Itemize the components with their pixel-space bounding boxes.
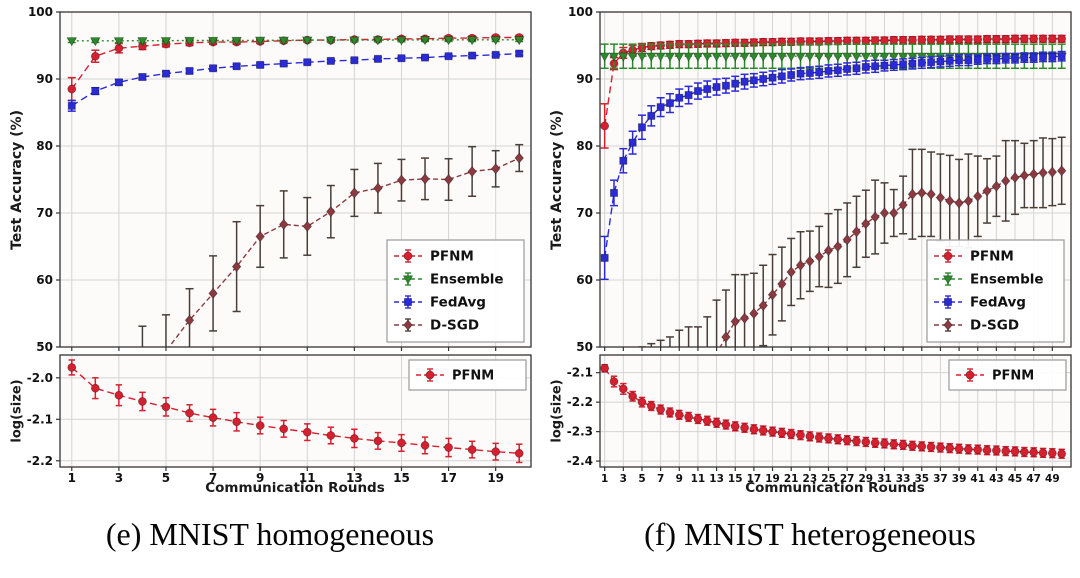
svg-text:17: 17 — [440, 471, 457, 485]
svg-text:5: 5 — [162, 471, 170, 485]
mnist-homogeneous-chart: 50 60 70 80 90 100 PFNM Ensemble FedAvg D-SGD -2.0… — [27, 5, 532, 485]
svg-text:35: 35 — [914, 473, 929, 485]
svg-text:37: 37 — [933, 473, 948, 485]
svg-text:-2.0: -2.0 — [27, 371, 53, 385]
x-axis-label: Communication Rounds — [205, 480, 385, 496]
subfigure-caption-e: (e) MNIST homogeneous — [105, 516, 435, 552]
svg-text:50: 50 — [36, 340, 53, 354]
svg-text:31: 31 — [877, 473, 892, 485]
svg-text:60: 60 — [576, 273, 593, 287]
svg-text:80: 80 — [576, 139, 593, 153]
svg-text:PFNM: PFNM — [970, 249, 1014, 265]
svg-text:100: 100 — [568, 5, 593, 19]
svg-text:80: 80 — [36, 139, 53, 153]
svg-text:100: 100 — [28, 5, 53, 19]
svg-text:50: 50 — [576, 340, 593, 354]
svg-text:45: 45 — [1008, 473, 1023, 485]
svg-text:21: 21 — [784, 473, 799, 485]
y-axis-label-size: log(size) — [549, 379, 565, 443]
svg-text:11: 11 — [299, 471, 316, 485]
svg-text:33: 33 — [896, 473, 911, 485]
svg-text:-2.4: -2.4 — [567, 454, 593, 468]
x-axis-label: Communication Rounds — [745, 480, 925, 496]
svg-text:47: 47 — [1026, 473, 1041, 485]
svg-text:-2.1: -2.1 — [567, 366, 593, 380]
figure-mnist-homogeneous: 50 60 70 80 90 100 PFNM Ensemble FedAvg D-SGD -2.0… — [9, 5, 532, 552]
svg-text:PFNM: PFNM — [992, 369, 1034, 384]
svg-text:PFNM: PFNM — [452, 369, 494, 384]
svg-text:PFNM: PFNM — [430, 249, 474, 265]
svg-text:17: 17 — [747, 473, 762, 485]
svg-text:3: 3 — [115, 471, 123, 485]
svg-text:13: 13 — [346, 471, 363, 485]
svg-text:90: 90 — [36, 72, 53, 86]
svg-text:Ensemble: Ensemble — [430, 272, 504, 288]
y-axis-label-accuracy: Test Accuracy (%) — [9, 110, 25, 250]
svg-text:D-SGD: D-SGD — [430, 318, 479, 334]
svg-text:1: 1 — [601, 473, 608, 485]
svg-text:19: 19 — [487, 471, 504, 485]
y-axis-label-size: log(size) — [9, 379, 25, 443]
svg-text:49: 49 — [1045, 473, 1060, 485]
svg-text:5: 5 — [638, 473, 645, 485]
svg-text:60: 60 — [36, 273, 53, 287]
subfigure-caption-f: (f) MNIST heterogeneous — [644, 516, 976, 552]
svg-text:13: 13 — [709, 473, 724, 485]
svg-text:43: 43 — [989, 473, 1004, 485]
svg-text:27: 27 — [840, 473, 855, 485]
svg-text:D-SGD: D-SGD — [970, 318, 1019, 334]
svg-text:25: 25 — [821, 473, 836, 485]
svg-text:15: 15 — [393, 471, 410, 485]
svg-text:7: 7 — [657, 473, 664, 485]
svg-text:70: 70 — [576, 206, 593, 220]
svg-text:19: 19 — [765, 473, 780, 485]
svg-text:-2.2: -2.2 — [27, 454, 53, 468]
svg-text:-2.3: -2.3 — [567, 425, 593, 439]
svg-text:41: 41 — [970, 473, 985, 485]
svg-text:Ensemble: Ensemble — [970, 272, 1044, 288]
svg-text:11: 11 — [691, 473, 706, 485]
svg-text:9: 9 — [676, 473, 683, 485]
y-axis-label-accuracy: Test Accuracy (%) — [549, 110, 565, 250]
svg-text:-2.1: -2.1 — [27, 412, 53, 426]
svg-text:39: 39 — [952, 473, 967, 485]
svg-text:29: 29 — [858, 473, 873, 485]
svg-text:15: 15 — [728, 473, 743, 485]
svg-text:9: 9 — [256, 471, 264, 485]
svg-text:3: 3 — [620, 473, 627, 485]
figure-mnist-heterogeneous: 50 60 70 80 90 100 PFNM Ensemble FedAvg D-SGD -2.1… — [540, 0, 1080, 578]
svg-text:90: 90 — [576, 72, 593, 86]
svg-text:70: 70 — [36, 206, 53, 220]
svg-text:-2.2: -2.2 — [567, 395, 593, 409]
mnist-heterogeneous-chart: 50 60 70 80 90 100 PFNM Ensemble FedAvg D-SGD -2.1… — [567, 5, 1072, 485]
svg-text:FedAvg: FedAvg — [430, 295, 486, 311]
svg-text:23: 23 — [803, 473, 818, 485]
svg-text:FedAvg: FedAvg — [970, 295, 1026, 311]
svg-text:1: 1 — [68, 471, 76, 485]
svg-text:7: 7 — [209, 471, 217, 485]
